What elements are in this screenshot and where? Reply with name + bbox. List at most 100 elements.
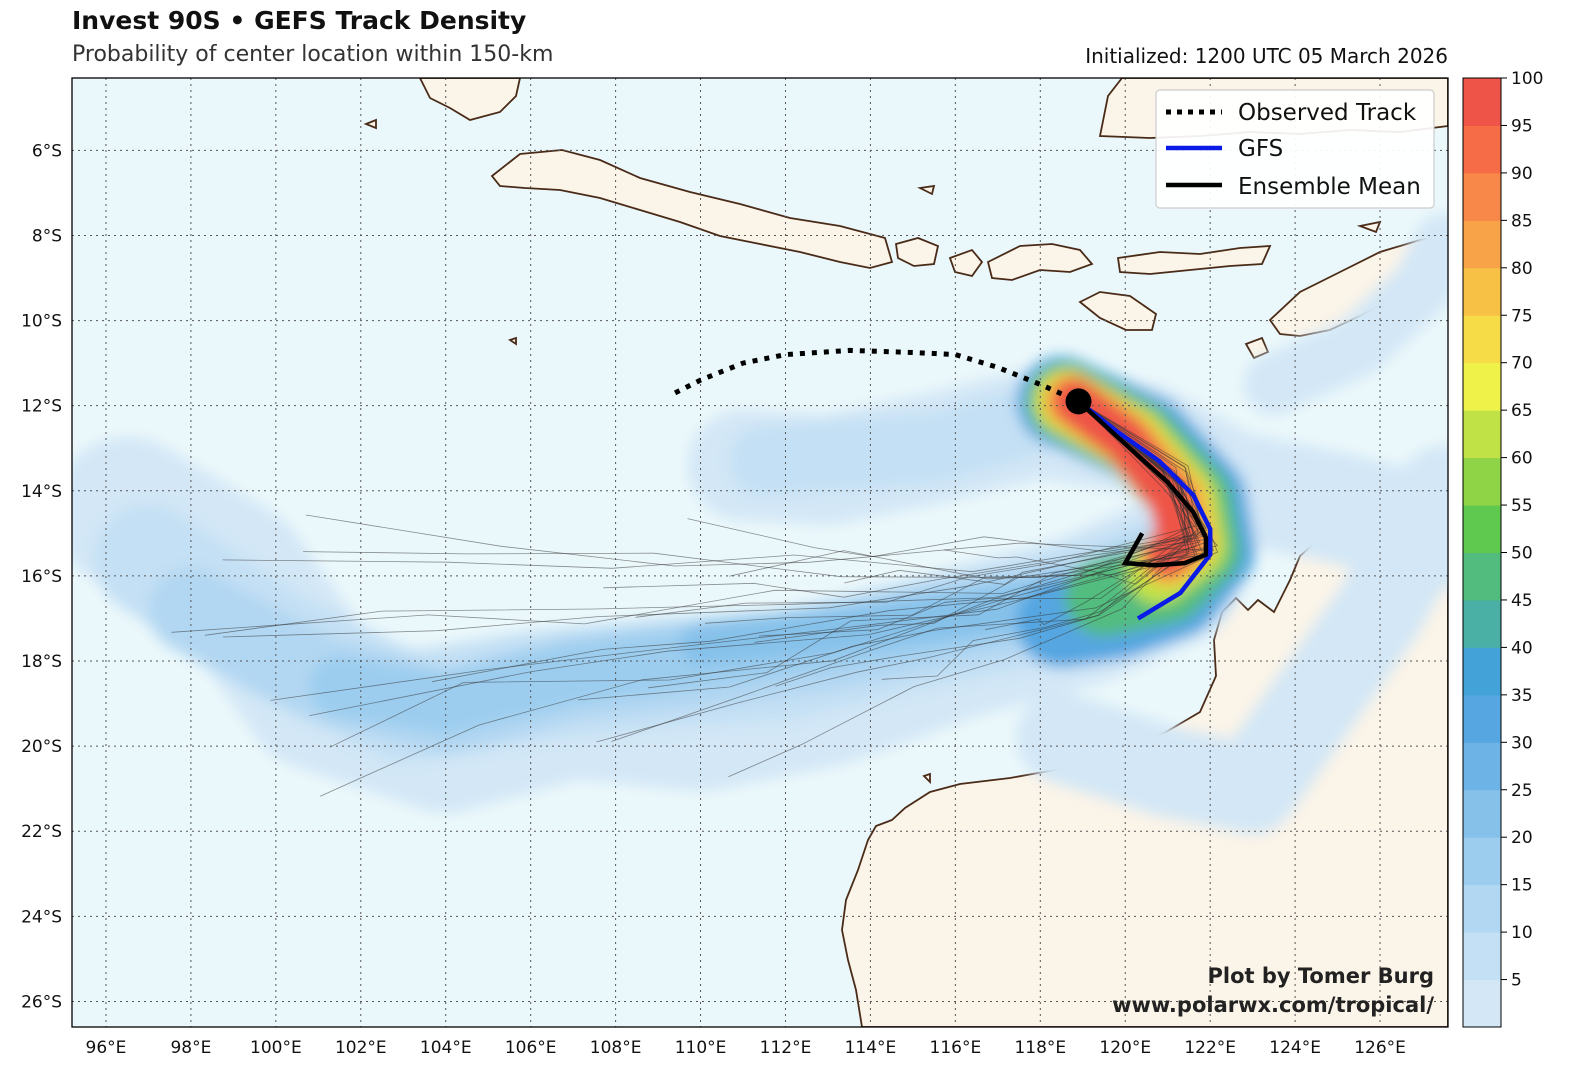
colorbar-segment xyxy=(1463,552,1501,601)
longitude-tick-label: 120°E xyxy=(1099,1038,1151,1058)
colorbar-segment xyxy=(1463,172,1501,221)
colorbar-segment xyxy=(1463,789,1501,838)
density-contour xyxy=(1016,445,1448,834)
latitude-tick-label: 8°S xyxy=(32,226,62,246)
longitude-tick-label: 108°E xyxy=(590,1038,642,1058)
colorbar-tick-label: 60 xyxy=(1511,449,1533,469)
legend-mean-label: Ensemble Mean xyxy=(1238,174,1421,200)
colorbar-segment xyxy=(1463,979,1501,1028)
bali-island xyxy=(894,237,940,267)
longitude-tick-label: 126°E xyxy=(1354,1038,1406,1058)
longitude-tick-label: 106°E xyxy=(505,1038,557,1058)
colorbar-segment xyxy=(1463,267,1501,316)
flores-island xyxy=(1116,245,1272,275)
sulawesi-coast xyxy=(418,78,521,121)
legend-observed-label: Observed Track xyxy=(1238,100,1417,126)
density-contour xyxy=(1243,214,1448,415)
small-island xyxy=(1244,336,1270,360)
sumbawa-island xyxy=(986,243,1094,281)
small-island xyxy=(507,336,517,346)
colorbar-segment xyxy=(1463,315,1501,364)
colorbar-segment xyxy=(1463,837,1501,886)
colorbar-segment xyxy=(1463,599,1501,648)
small-island xyxy=(917,184,936,196)
colorbar xyxy=(1462,77,1502,1028)
longitude-tick-label: 116°E xyxy=(930,1038,982,1058)
colorbar-tick-label: 15 xyxy=(1511,876,1533,896)
legend: Observed Track GFS Ensemble Mean xyxy=(1155,89,1435,209)
longitude-tick-label: 112°E xyxy=(760,1038,812,1058)
latitude-tick-label: 20°S xyxy=(21,737,62,757)
ensemble-member-track xyxy=(305,401,1215,567)
colorbar-tick-label: 65 xyxy=(1511,401,1533,421)
longitude-tick-label: 96°E xyxy=(86,1038,127,1058)
map-frame xyxy=(71,77,1449,1028)
longitude-tick-label: 102°E xyxy=(335,1038,387,1058)
lombok-island xyxy=(948,248,984,278)
current-position-marker xyxy=(1065,388,1092,415)
latitude-tick-label: 24°S xyxy=(21,907,62,927)
colorbar-segment xyxy=(1463,362,1501,411)
colorbar-segment xyxy=(1463,78,1501,126)
map-subtitle: Probability of center location within 15… xyxy=(72,42,554,67)
legend-gfs-label: GFS xyxy=(1238,136,1283,162)
colorbar-tick-label: 80 xyxy=(1511,259,1533,279)
ensemble-member-track xyxy=(729,401,1186,580)
colorbar-segment xyxy=(1463,505,1501,553)
colorbar-tick-label: 20 xyxy=(1511,828,1533,848)
colorbar-tick-label: 75 xyxy=(1511,306,1533,326)
longitude-tick-label: 104°E xyxy=(420,1038,472,1058)
colorbar-tick-label: 40 xyxy=(1511,638,1533,658)
colorbar-segment xyxy=(1463,694,1501,743)
ensemble-member-tracks xyxy=(171,401,1219,797)
colorbar-tick-label: 35 xyxy=(1511,686,1533,706)
ensemble-member-track xyxy=(329,401,1197,748)
colorbar-tick-label: 85 xyxy=(1511,211,1533,231)
colorbar-tick-labels: 5 10 15 20 25 30 35 40 45 50 55 60 65 70 75 80 85 90 95 100 xyxy=(1501,69,1543,991)
colorbar-tick-label: 10 xyxy=(1511,923,1533,943)
latitude-tick-label: 18°S xyxy=(21,652,62,672)
sumba-island xyxy=(1078,291,1158,331)
colorbar-tick-label: 30 xyxy=(1511,733,1533,753)
legend-box xyxy=(1155,89,1435,209)
ensemble-member-track xyxy=(603,401,1207,598)
colorbar-tick-label: 5 xyxy=(1511,971,1522,991)
colorbar-segment xyxy=(1463,220,1501,269)
latitude-tick-label: 10°S xyxy=(21,312,62,332)
small-island xyxy=(922,772,931,785)
latitude-tick-labels: 6°S 8°S 10°S 12°S 14°S 16°S 18°S 20°S 22°S 24°S 26… xyxy=(21,141,62,1012)
initialized-time: Initialized: 1200 UTC 05 March 2026 xyxy=(1085,44,1448,68)
colorbar-tick-label: 50 xyxy=(1511,544,1533,564)
colorbar-tick-label: 100 xyxy=(1511,69,1543,89)
longitude-tick-label: 110°E xyxy=(675,1038,727,1058)
small-island xyxy=(1356,220,1382,234)
colorbar-segment xyxy=(1463,647,1501,696)
colorbar-tick-label: 45 xyxy=(1511,591,1533,611)
ensemble-member-track xyxy=(728,401,1201,778)
colorbar-segment xyxy=(1463,125,1501,174)
credit-url: www.polarwx.com/tropical/ xyxy=(1112,993,1434,1017)
ensemble-member-track xyxy=(204,401,1214,636)
colorbar-tick-label: 55 xyxy=(1511,496,1533,516)
latitude-tick-label: 16°S xyxy=(21,567,62,587)
colorbar-tick-label: 70 xyxy=(1511,354,1533,374)
longitude-tick-label: 118°E xyxy=(1014,1038,1066,1058)
ensemble-member-track xyxy=(222,401,1199,638)
longitude-tick-label: 100°E xyxy=(250,1038,302,1058)
longitude-tick-labels: 96°E 98°E 100°E 102°E 104°E 106°E 108°E 110°E 11… xyxy=(86,1038,1406,1058)
ensemble-member-track xyxy=(635,401,1197,618)
colorbar-segment xyxy=(1463,457,1501,506)
gfs-track-line xyxy=(1077,399,1213,621)
ensemble-member-track xyxy=(705,401,1208,624)
colorbar-tick-label: 25 xyxy=(1511,781,1533,801)
colorbar-segment xyxy=(1463,410,1501,459)
latitude-tick-label: 26°S xyxy=(21,992,62,1012)
credit-author: Plot by Tomer Burg xyxy=(1208,964,1435,988)
density-contour xyxy=(729,383,1076,496)
colorbar-tick-label: 90 xyxy=(1511,164,1533,184)
latitude-tick-label: 12°S xyxy=(21,397,62,417)
colorbar-tick-label: 95 xyxy=(1511,116,1533,136)
java-island xyxy=(490,149,894,269)
ensemble-member-track xyxy=(578,401,1219,701)
longitude-tick-label: 98°E xyxy=(170,1038,211,1058)
